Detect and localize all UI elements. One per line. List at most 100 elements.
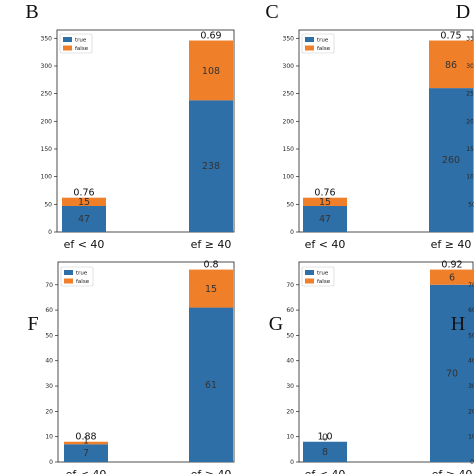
y-tick-label: 30 [45,383,53,390]
panel-h: H 0 10 20 30 40 50 60 70 [451,282,474,466]
panel-label: B [25,1,38,23]
y-tick-label: 0 [470,459,474,466]
legend-label: false [317,46,331,52]
legend-label: false [76,279,90,285]
x-tick-label: ef < 40 [64,238,105,251]
x-tick-label: ef ≥ 40 [432,468,473,474]
bar-value-label: 15 [205,284,217,295]
bar-value-label: 1 [83,435,89,446]
y-tick-label: 40 [468,358,474,365]
bar-true [64,444,108,462]
bar-value-label: 7 [83,448,89,459]
y-tick-label: 70 [286,282,294,289]
y-tick-label: 350 [466,35,474,42]
bar-top-label: 1.0 [317,432,332,443]
legend-swatch [305,37,314,42]
bar-true [430,284,474,462]
y-tick-label: 50 [468,201,474,208]
panel-label: H [451,313,465,335]
panel-c: C 0 50 100 150 200 250 300 350 47 150.76 ef < 40 260… [265,1,474,251]
bar-true [189,307,233,462]
x-tick-label: ef < 40 [66,468,107,474]
bar-value-label: 86 [445,60,457,71]
y-tick-label: 10 [468,434,474,441]
y-tick-label: 250 [41,91,53,98]
bar-false [189,40,233,101]
bar-false [429,40,473,89]
bar-top-label: 0.92 [441,260,462,271]
bar-false [189,269,233,308]
panel-b: B 0 50 100 150 200 250 300 350 47 150.76 ef < 40 238… [25,1,235,251]
y-tick-label: 150 [41,146,53,153]
y-tick-label: 50 [286,201,294,208]
panel-label: G [269,313,283,335]
bar-value-label: 47 [78,214,90,225]
y-tick-label: 350 [41,35,53,42]
bar-top-label: 0.88 [75,432,96,443]
y-tick-label: 0 [290,459,294,466]
bar-value-label: 0 [322,433,328,444]
legend-label: false [317,279,331,285]
legend-swatch [305,270,314,275]
y-tick-label: 100 [41,174,53,181]
legend: true false [59,33,93,54]
y-tick-label: 50 [468,332,474,339]
y-tick-label: 150 [283,146,295,153]
panel-label: C [265,1,278,23]
axes-frame [57,261,235,463]
panel-label: D [456,1,470,23]
y-tick-label: 20 [45,408,53,415]
bar-true [303,441,347,462]
bar-true [189,100,233,232]
y-tick-label: 60 [45,307,53,314]
legend-swatch [64,270,73,275]
bar-value-label: 108 [202,66,220,77]
y-tick-label: 50 [44,201,52,208]
legend-swatch [64,278,73,284]
bar-top-label: 0.69 [200,31,221,42]
y-tick-label: 10 [286,434,294,441]
y-tick-label: 0 [290,229,294,236]
legend-swatch [63,37,72,42]
y-tick-label: 300 [466,63,474,70]
bar-false [62,197,106,206]
y-tick-label: 30 [468,383,474,390]
bar-value-label: 47 [319,214,331,225]
bar-value-label: 260 [442,155,460,166]
legend-swatch [305,45,314,51]
y-tick-label: 0 [49,459,53,466]
bar-value-label: 70 [446,368,458,379]
y-tick-label: 100 [466,174,474,181]
y-tick-label: 300 [41,63,53,70]
bar-top-label: 0.76 [314,188,335,199]
x-tick-label: ef < 40 [305,468,346,474]
y-tick-label: 250 [283,91,295,98]
bar-true [429,88,473,232]
y-tick-label: 100 [283,174,295,181]
y-tick-label: 50 [45,332,53,339]
bar-value-label: 61 [205,380,217,391]
panel-f: F 0 10 20 30 40 50 60 70 7 10.88 ef < 40 61 15 0.8 ef ≥… [27,260,235,474]
legend-swatch [305,278,314,284]
panel-label: F [27,313,38,335]
bar-value-label: 15 [78,197,90,208]
y-tick-label: 50 [286,332,294,339]
y-tick-label: 200 [41,118,53,125]
bar-value-label: 238 [202,161,220,172]
y-tick-label: 350 [283,35,295,42]
legend-label: false [75,46,89,52]
y-tick-label: 10 [45,434,53,441]
y-tick-label: 200 [283,118,295,125]
bar-value-label: 6 [449,273,455,284]
y-tick-label: 70 [468,282,474,289]
y-tick-label: 300 [283,63,295,70]
y-tick-label: 60 [286,307,294,314]
bar-false [303,197,347,206]
bar-value-label: 15 [319,197,331,208]
legend-label: true [76,271,88,277]
y-tick-label: 150 [466,146,474,153]
x-tick-label: ef ≥ 40 [191,238,232,251]
y-tick-label: 200 [466,118,474,125]
